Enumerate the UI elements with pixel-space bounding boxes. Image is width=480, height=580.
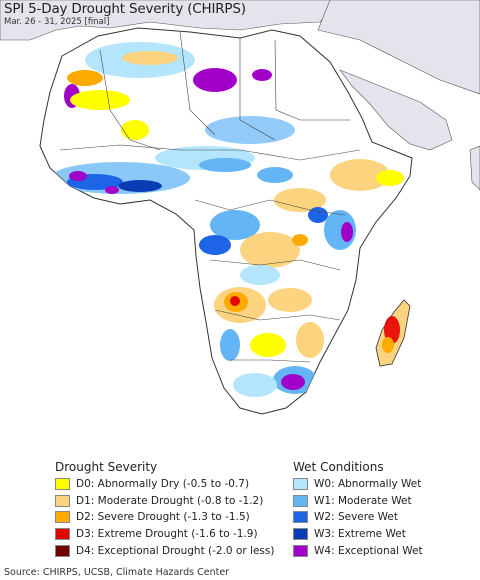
- legend-wet: Wet Conditions W0: Abnormally Wet W1: Mo…: [293, 458, 423, 559]
- africa-drought-map: [0, 0, 480, 415]
- wet-region-sahel: [50, 146, 255, 194]
- swatch-d3: [55, 528, 70, 541]
- legend-item-d3: D3: Extreme Drought (-1.6 to -1.9): [55, 526, 274, 543]
- wet-region-south: [220, 329, 317, 397]
- legend-item-w2: W2: Severe Wet: [293, 509, 423, 526]
- legend-item-w4: W4: Exceptional Wet: [293, 542, 423, 559]
- swatch-d2: [55, 511, 70, 524]
- swatch-w2: [293, 511, 308, 524]
- legend-label-w2: W2: Severe Wet: [314, 511, 398, 524]
- non-analysis-land: [0, 0, 480, 191]
- swatch-d4: [55, 544, 70, 557]
- legend-label-d3: D3: Extreme Drought (-1.6 to -1.9): [76, 528, 258, 541]
- dry-region-north: [67, 51, 178, 140]
- legend-label-d0: D0: Abnormally Dry (-0.5 to -0.7): [76, 478, 250, 491]
- swatch-w0: [293, 478, 308, 491]
- country-borders: [59, 31, 361, 363]
- legend-item-d1: D1: Moderate Drought (-0.8 to -1.2): [55, 493, 274, 510]
- legend-drought: Drought Severity D0: Abnormally Dry (-0.…: [55, 458, 274, 559]
- swatch-w4: [293, 544, 308, 557]
- swatch-w3: [293, 528, 308, 541]
- map-subtitle: Mar. 26 - 31, 2025 [final]: [4, 17, 110, 27]
- legend-label-d4: D4: Exceptional Drought (-2.0 or less): [76, 544, 275, 557]
- wet-region-east: [257, 167, 356, 250]
- legend-item-w3: W3: Extreme Wet: [293, 526, 423, 543]
- dry-region-south: [214, 287, 324, 358]
- legend-wet-heading: Wet Conditions: [293, 460, 384, 474]
- legend-label-d1: D1: Moderate Drought (-0.8 to -1.2): [76, 494, 264, 507]
- swatch-w1: [293, 494, 308, 507]
- legend: Drought Severity D0: Abnormally Dry (-0.…: [0, 458, 480, 562]
- legend-label-w1: W1: Moderate Wet: [314, 494, 412, 507]
- legend-drought-heading: Drought Severity: [55, 460, 158, 474]
- swatch-d0: [55, 478, 70, 491]
- madagascar: [375, 299, 411, 367]
- mixed-region-central: [199, 210, 308, 285]
- dry-region-east: [274, 159, 404, 212]
- legend-item-d4: D4: Exceptional Drought (-2.0 or less): [55, 542, 274, 559]
- legend-item-d2: D2: Severe Drought (-1.3 to -1.5): [55, 509, 274, 526]
- map-title: SPI 5-Day Drought Severity (CHIRPS): [4, 1, 246, 17]
- source-credit: Source: CHIRPS, UCSB, Climate Hazards Ce…: [4, 567, 230, 578]
- legend-item-d0: D0: Abnormally Dry (-0.5 to -0.7): [55, 476, 274, 493]
- legend-item-w1: W1: Moderate Wet: [293, 493, 423, 510]
- legend-label-d2: D2: Severe Drought (-1.3 to -1.5): [76, 511, 250, 524]
- legend-label-w3: W3: Extreme Wet: [314, 528, 406, 541]
- legend-label-w0: W0: Abnormally Wet: [314, 478, 422, 491]
- legend-item-w0: W0: Abnormally Wet: [293, 476, 423, 493]
- legend-label-w4: W4: Exceptional Wet: [314, 544, 423, 557]
- swatch-d1: [55, 494, 70, 507]
